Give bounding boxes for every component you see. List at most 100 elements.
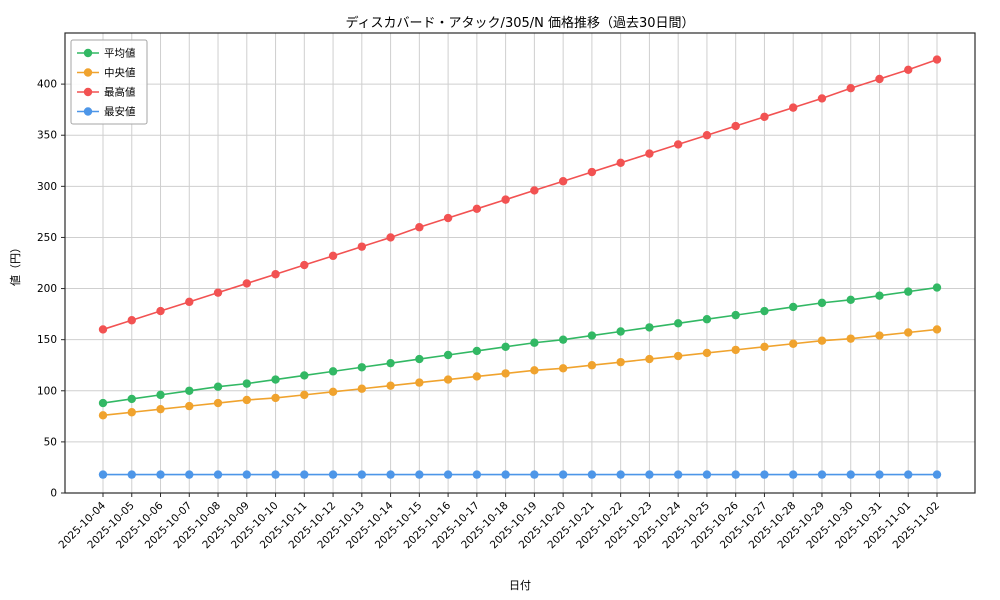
data-point <box>271 375 280 384</box>
data-point <box>673 319 683 328</box>
data-point <box>357 242 367 251</box>
y-tick-label: 300 <box>37 181 57 193</box>
data-point <box>156 470 165 479</box>
data-point <box>472 372 482 381</box>
data-point <box>156 404 165 414</box>
data-point <box>616 470 625 479</box>
data-point <box>904 287 913 296</box>
data-point <box>530 470 539 479</box>
data-point <box>415 223 424 232</box>
data-point <box>328 470 338 479</box>
legend-label: 平均値 <box>104 47 136 60</box>
data-point <box>904 470 913 479</box>
y-tick-label: 150 <box>37 334 57 346</box>
data-point <box>731 470 740 479</box>
data-point <box>300 470 309 479</box>
data-point <box>300 260 309 270</box>
data-point <box>846 470 855 479</box>
legend-box <box>70 39 148 125</box>
data-point <box>587 167 597 177</box>
data-point <box>242 379 251 388</box>
y-tick-label: 350 <box>37 130 57 142</box>
data-point <box>386 381 395 390</box>
data-point <box>789 302 798 312</box>
data-point <box>530 366 539 375</box>
data-point <box>875 291 884 300</box>
data-point <box>472 346 482 356</box>
data-point <box>357 363 367 372</box>
data-point <box>702 348 712 358</box>
data-point <box>616 327 625 336</box>
data-point <box>645 354 654 364</box>
data-point <box>127 394 136 404</box>
data-point <box>645 149 654 158</box>
data-point <box>731 310 740 320</box>
data-point <box>357 470 367 479</box>
data-point <box>328 367 338 376</box>
data-point <box>472 204 482 214</box>
legend-label: 最安値 <box>104 105 136 118</box>
series-line-2 <box>102 58 938 331</box>
data-point <box>731 345 740 355</box>
data-point <box>242 470 251 479</box>
data-point <box>213 398 223 408</box>
data-point <box>875 74 884 84</box>
data-point <box>587 470 597 479</box>
data-point <box>702 470 712 479</box>
y-tick-label: 50 <box>44 436 57 448</box>
y-tick-label: 250 <box>37 232 57 244</box>
data-point <box>789 103 798 112</box>
data-point <box>415 354 424 364</box>
data-point <box>789 339 798 348</box>
data-point <box>817 336 827 345</box>
data-point <box>558 335 568 344</box>
data-point <box>932 325 942 334</box>
y-tick-label: 0 <box>50 488 57 500</box>
data-point <box>616 357 625 367</box>
data-point <box>443 213 453 223</box>
data-point <box>386 233 395 242</box>
data-point <box>789 470 798 479</box>
data-point <box>673 351 683 361</box>
data-point <box>271 270 280 279</box>
data-point <box>213 382 223 391</box>
x-axis-label: 日付 <box>509 579 531 592</box>
data-point <box>271 393 280 403</box>
data-point <box>271 470 280 479</box>
data-point <box>673 470 683 479</box>
data-point <box>300 371 309 380</box>
data-point <box>98 398 108 408</box>
data-point <box>415 378 424 387</box>
data-point <box>817 298 827 308</box>
data-point <box>501 342 510 352</box>
data-point <box>558 470 568 479</box>
series-line-1 <box>102 328 938 417</box>
data-point <box>328 251 338 261</box>
data-point <box>932 283 942 292</box>
data-point <box>530 186 539 195</box>
data-point <box>702 315 712 324</box>
data-point <box>213 470 223 479</box>
data-point <box>932 470 942 479</box>
data-point <box>98 325 108 334</box>
data-point <box>932 55 942 64</box>
data-point <box>875 470 884 479</box>
data-point <box>156 390 165 400</box>
data-point <box>817 94 827 103</box>
data-point <box>242 395 251 405</box>
chart-title: ディスカバード・アタック/305/N 価格推移（過去30日間） <box>345 16 695 31</box>
data-point <box>443 375 453 384</box>
series-line-0 <box>102 286 938 404</box>
data-point <box>242 279 251 288</box>
data-point <box>616 158 625 168</box>
data-point <box>185 386 194 395</box>
data-point <box>472 470 482 479</box>
legend-marker <box>83 48 93 58</box>
data-point <box>213 288 223 297</box>
data-point <box>587 331 597 340</box>
data-point <box>702 131 712 140</box>
data-point <box>760 306 769 316</box>
data-point <box>98 411 108 420</box>
